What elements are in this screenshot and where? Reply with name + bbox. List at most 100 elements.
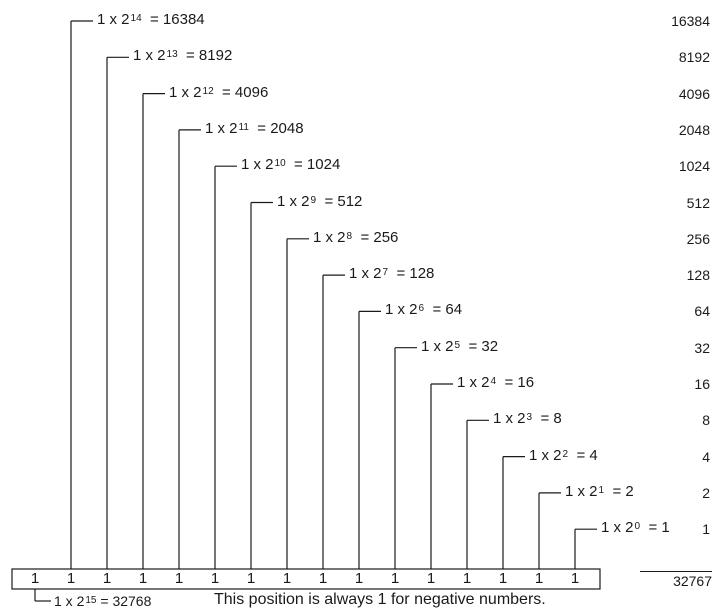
term-eq: = 8	[540, 410, 562, 428]
bit-digit: 1	[102, 570, 112, 587]
term-eq: = 64	[432, 301, 463, 319]
term-value: 64	[694, 303, 710, 320]
term-eq: = 128	[396, 265, 435, 283]
term-coef: 1 x 2	[457, 374, 490, 391]
term-exp: 14	[130, 13, 142, 24]
term-exp: 2	[562, 448, 569, 460]
term-value: 1	[702, 521, 710, 538]
term-exp: 5	[454, 339, 461, 351]
term-exp: 0	[634, 521, 641, 533]
term-label: 1 x 25 = 32	[421, 338, 498, 358]
bit-box	[11, 568, 601, 590]
sign-bit-note: This position is always 1 for negative n…	[214, 591, 546, 608]
bit-digit: 1	[462, 570, 472, 587]
bit-digit: 1	[210, 570, 220, 587]
term-value: 512	[686, 194, 710, 211]
term-eq: = 1	[648, 519, 670, 537]
term-eq: = 512	[324, 192, 363, 210]
term-exp: 12	[202, 85, 214, 97]
term-coef: 1 x 2	[493, 410, 526, 428]
bit-digit: 1	[174, 570, 184, 587]
term-label: 1 x 212 = 4096	[169, 84, 268, 104]
bit-digit: 1	[282, 570, 292, 587]
term-exp: 4	[490, 376, 497, 387]
term-value: 16	[694, 376, 710, 392]
term-eq: = 16384	[150, 11, 205, 28]
term-label: 1 x 28 = 256	[313, 229, 398, 249]
term-coef: 1 x 2	[241, 156, 274, 174]
term-eq: = 256	[360, 228, 399, 246]
term-label: 1 x 21 = 2	[565, 483, 634, 503]
term-label: 1 x 23 = 8	[493, 410, 562, 430]
term-eq: = 2	[612, 482, 634, 500]
term-exp: 11	[238, 121, 249, 133]
term-exp: 6	[418, 303, 425, 315]
term-label: 1 x 24 = 16	[457, 374, 534, 394]
term-label: 1 x 214 = 16384	[97, 11, 205, 31]
term-coef: 1 x 2	[601, 519, 634, 537]
term-coef: 1 x 2	[421, 337, 454, 355]
term-coef: 1 x 2	[169, 83, 202, 101]
term-exp: 7	[382, 267, 389, 279]
term-coef: 1 x 2	[349, 265, 382, 283]
bit-digit: 1	[246, 570, 256, 587]
term-exp: 9	[310, 194, 317, 206]
bit-digit: 1	[318, 570, 328, 587]
term-value: 128	[686, 267, 710, 284]
sign-bit-exp: 15	[85, 595, 97, 606]
term-label: 1 x 27 = 128	[349, 265, 434, 285]
term-eq: = 32	[468, 337, 499, 355]
term-value: 8	[702, 412, 710, 429]
sign-bit-equation: 1 x 215 = 32768	[54, 592, 151, 613]
term-coef: 1 x 2	[205, 119, 238, 137]
term-exp: 3	[526, 412, 533, 424]
bit-digit: 1	[354, 570, 364, 587]
sign-bit-coef: 1 x 2	[54, 593, 85, 609]
term-label: 1 x 213 = 8192	[133, 47, 232, 67]
term-coef: 1 x 2	[529, 446, 562, 464]
term-exp: 8	[346, 230, 353, 242]
bit-digit: 1	[498, 570, 508, 587]
term-label: 1 x 211 = 2048	[205, 120, 304, 140]
term-eq: = 4096	[222, 83, 269, 101]
sign-bit-eq: = 32768	[100, 593, 152, 609]
bit-digit: 1	[390, 570, 400, 587]
bit-digit: 1	[570, 570, 580, 587]
term-value: 256	[686, 230, 710, 247]
term-exp: 13	[166, 49, 178, 61]
total-value: 32767	[640, 571, 712, 590]
bit-digit: 1	[138, 570, 148, 587]
term-eq: = 1024	[294, 156, 341, 174]
term-coef: 1 x 2	[97, 11, 130, 28]
term-coef: 1 x 2	[385, 301, 418, 319]
term-eq: = 8192	[186, 47, 233, 65]
term-coef: 1 x 2	[565, 482, 598, 500]
bit-digit: 1	[534, 570, 544, 587]
term-value: 8192	[678, 49, 710, 66]
term-label: 1 x 29 = 512	[277, 193, 362, 213]
term-value: 4096	[678, 85, 710, 102]
term-value: 2048	[678, 121, 710, 138]
term-value: 4	[702, 448, 710, 465]
term-coef: 1 x 2	[277, 192, 310, 210]
term-exp: 10	[274, 158, 286, 170]
term-value: 16384	[671, 13, 710, 29]
term-coef: 1 x 2	[133, 47, 166, 65]
term-value: 2	[702, 484, 710, 501]
term-value: 1024	[678, 158, 710, 175]
term-coef: 1 x 2	[313, 228, 346, 246]
term-eq: = 16	[504, 374, 535, 391]
term-label: 1 x 22 = 4	[529, 447, 598, 467]
bit-digit: 1	[426, 570, 436, 587]
bit-digit: 1	[66, 570, 76, 587]
term-eq: = 4	[576, 446, 598, 464]
term-label: 1 x 20 = 1	[601, 519, 670, 539]
bit-digit: 1	[30, 570, 40, 587]
term-label: 1 x 26 = 64	[385, 301, 462, 321]
term-value: 32	[694, 339, 710, 356]
term-exp: 1	[598, 484, 605, 496]
term-eq: = 2048	[257, 119, 304, 137]
term-label: 1 x 210 = 1024	[241, 156, 340, 176]
